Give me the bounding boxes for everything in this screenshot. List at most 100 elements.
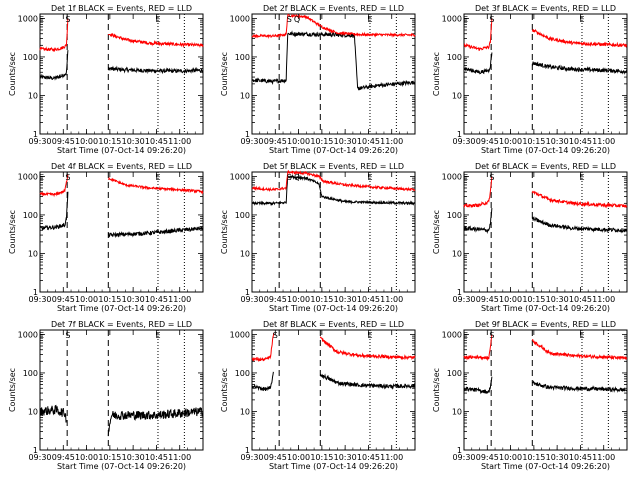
- x-axis-label: Start Time (07-Oct-14 09:26:20): [481, 304, 610, 313]
- event-marker-label: E: [367, 173, 372, 182]
- event-marker-label: E: [39, 15, 44, 24]
- y-tick-label: 1000: [442, 14, 462, 23]
- y-tick-label: 100: [235, 369, 250, 378]
- y-tick-label: 1000: [230, 330, 250, 339]
- x-tick-label: 10:00: [499, 453, 522, 462]
- x-tick-label: 10:30: [122, 295, 145, 304]
- x-tick-label: 10:00: [75, 453, 98, 462]
- event-marker-label: S: [65, 15, 70, 24]
- y-tick-label: 100: [447, 211, 462, 220]
- y-tick-label: 1000: [18, 172, 38, 181]
- x-tick-label: 10:00: [287, 137, 310, 146]
- event-marker-label: E: [463, 173, 468, 182]
- series-line-lld: [531, 190, 628, 209]
- series-line-lld: [463, 18, 493, 52]
- series-line-lld: [251, 170, 416, 192]
- event-marker-label: E: [463, 15, 468, 24]
- plot-frame: [251, 329, 416, 451]
- series-line-events: [251, 174, 416, 207]
- y-tick-label: 1000: [18, 14, 38, 23]
- y-tick-label: 100: [235, 211, 250, 220]
- x-tick-label: 09:30: [452, 137, 475, 146]
- y-tick-label: 100: [23, 369, 38, 378]
- x-tick-label: 10:15: [310, 295, 333, 304]
- x-tick-label: 10:15: [98, 137, 121, 146]
- plot-frame: [251, 171, 416, 293]
- y-axis-label: Counts/sec: [432, 368, 441, 412]
- event-marker-label: S: [489, 331, 494, 340]
- series-line-lld: [39, 174, 69, 198]
- event-marker-label: S: [489, 15, 494, 24]
- chart-panel-1: Det 1f BLACK = Events, RED = LLD 1 10 100 10…: [8, 4, 204, 155]
- series-line-lld: [531, 28, 628, 49]
- x-tick-label: 10:45: [357, 295, 380, 304]
- chart-panel-8: Det 8f BLACK = Events, RED = LLD 1 10 100 10…: [220, 320, 416, 471]
- x-tick-label: 09:45: [264, 137, 287, 146]
- x-tick-label: 11:00: [168, 453, 191, 462]
- x-axis-label: Start Time (07-Oct-14 09:26:20): [269, 304, 398, 313]
- plot-frame: [463, 171, 628, 293]
- x-tick-label: 10:30: [546, 453, 569, 462]
- series-line-events: [39, 50, 69, 81]
- x-tick-label: 10:45: [145, 453, 168, 462]
- x-tick-label: 09:30: [240, 295, 263, 304]
- event-marker-label: S: [287, 15, 292, 24]
- y-tick-label: 1000: [230, 172, 250, 181]
- x-tick-label: 09:45: [52, 295, 75, 304]
- y-tick-label: 10: [452, 407, 462, 416]
- y-tick-label: 1: [245, 446, 250, 455]
- x-tick-label: 11:00: [380, 453, 403, 462]
- chart-title: Det 1f BLACK = Events, RED = LLD: [51, 4, 192, 13]
- series-line-lld: [463, 176, 493, 209]
- event-marker-label: E: [579, 173, 584, 182]
- y-axis-label: Counts/sec: [432, 210, 441, 254]
- y-axis-label: Counts/sec: [8, 52, 17, 96]
- x-tick-label: 10:45: [357, 137, 380, 146]
- x-axis-label: Start Time (07-Oct-14 09:26:20): [269, 462, 398, 471]
- x-tick-label: 10:30: [546, 137, 569, 146]
- event-marker-label: S: [489, 173, 494, 182]
- y-tick-label: 1000: [442, 330, 462, 339]
- x-tick-label: 10:15: [522, 295, 545, 304]
- event-marker-label: S: [287, 173, 292, 182]
- plot-frame: [39, 13, 204, 135]
- x-tick-label: 09:45: [476, 295, 499, 304]
- y-tick-label: 100: [23, 211, 38, 220]
- x-tick-label: 09:45: [52, 453, 75, 462]
- chart-title: Det 5f BLACK = Events, RED = LLD: [263, 162, 404, 171]
- x-tick-label: 09:30: [452, 453, 475, 462]
- chart-panel-3: Det 3f BLACK = Events, RED = LLD 1 10 100 10…: [432, 4, 628, 155]
- series-line-lld: [251, 332, 275, 363]
- y-tick-label: 10: [28, 249, 38, 258]
- event-marker-label: E: [39, 331, 44, 340]
- event-marker-label: E: [463, 331, 468, 340]
- series-line-events: [463, 208, 493, 234]
- event-marker-label: S: [273, 331, 278, 340]
- chart-panel-7: Det 7f BLACK = Events, RED = LLD 1 10 100 10…: [8, 320, 204, 471]
- y-tick-label: 1: [457, 288, 462, 297]
- y-axis-label: Counts/sec: [432, 52, 441, 96]
- x-tick-label: 10:15: [98, 453, 121, 462]
- x-axis-label: Start Time (07-Oct-14 09:26:20): [57, 146, 186, 155]
- x-tick-label: 09:30: [28, 453, 51, 462]
- event-marker-label: E: [155, 173, 160, 182]
- event-marker-label: E: [367, 331, 372, 340]
- x-tick-label: 09:30: [28, 137, 51, 146]
- y-tick-label: 10: [240, 91, 250, 100]
- event-marker-label: S: [65, 331, 70, 340]
- x-tick-label: 10:00: [287, 453, 310, 462]
- x-tick-label: 10:45: [569, 137, 592, 146]
- chart-panel-4: Det 4f BLACK = Events, RED = LLD 1 10 100 10…: [8, 162, 204, 313]
- series-line-events: [107, 407, 204, 437]
- series-line-events: [320, 373, 416, 390]
- x-axis-label: Start Time (07-Oct-14 09:26:20): [57, 304, 186, 313]
- x-tick-label: 11:00: [168, 137, 191, 146]
- y-tick-label: 100: [235, 53, 250, 62]
- event-marker-label: E: [39, 173, 44, 182]
- event-marker-label: E: [155, 331, 160, 340]
- x-tick-label: 10:15: [310, 137, 333, 146]
- chart-title: Det 8f BLACK = Events, RED = LLD: [263, 320, 404, 329]
- x-tick-label: 10:00: [75, 295, 98, 304]
- y-tick-label: 100: [23, 53, 38, 62]
- y-tick-label: 10: [28, 407, 38, 416]
